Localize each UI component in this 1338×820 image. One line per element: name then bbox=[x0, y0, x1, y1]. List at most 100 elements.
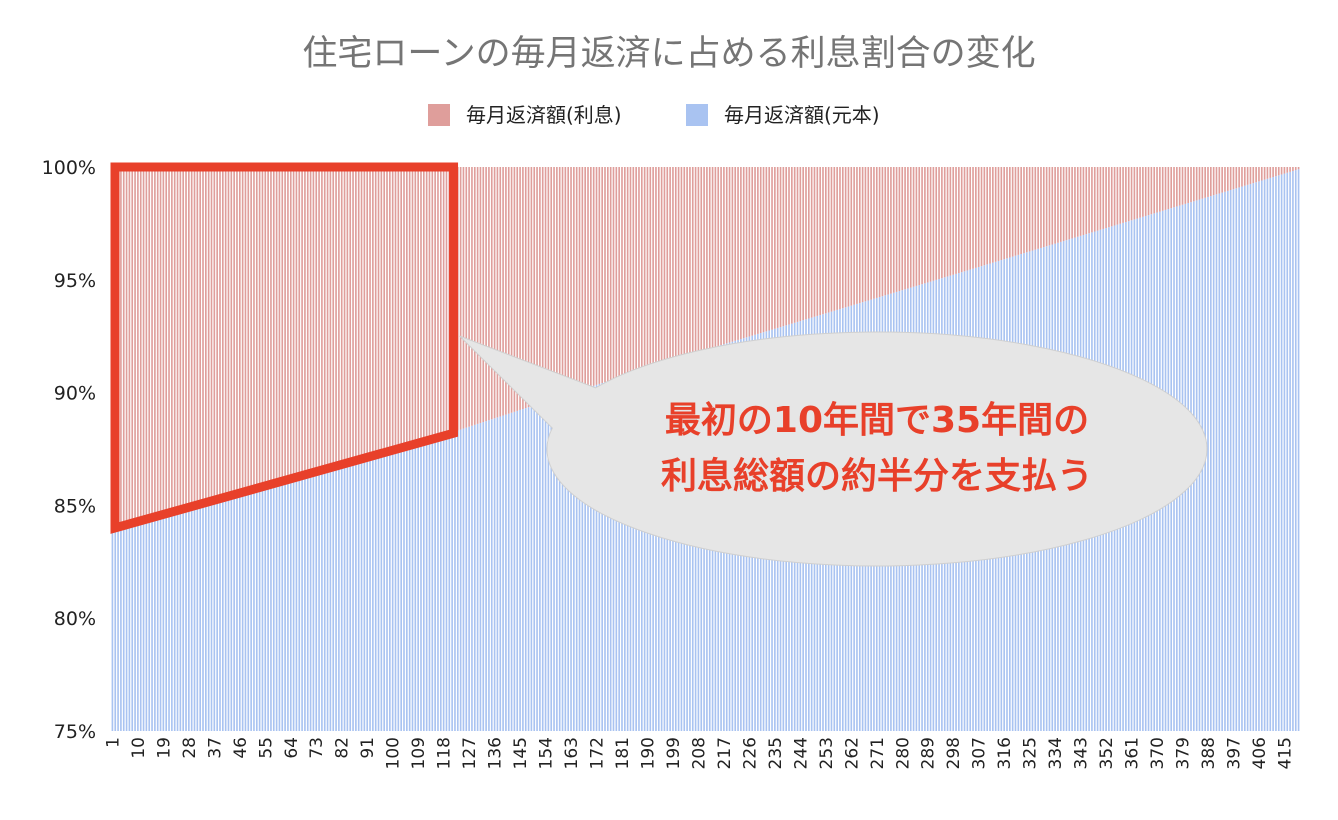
bar-interest bbox=[649, 167, 652, 368]
bar-interest bbox=[629, 167, 632, 374]
bar-principal bbox=[680, 357, 683, 731]
bar-interest bbox=[238, 167, 241, 493]
bar-interest bbox=[267, 167, 269, 485]
bar-interest bbox=[836, 167, 838, 310]
bar-interest bbox=[1252, 167, 1255, 184]
bar-interest bbox=[1226, 167, 1229, 191]
bar-principal bbox=[669, 360, 671, 731]
bar-principal bbox=[522, 409, 524, 731]
bar-principal bbox=[530, 406, 533, 731]
bar-principal bbox=[428, 438, 431, 731]
bar-interest bbox=[471, 167, 473, 426]
bar-principal bbox=[247, 489, 250, 731]
bar-interest bbox=[1170, 167, 1173, 209]
bar-interest bbox=[604, 167, 606, 383]
bar-principal bbox=[646, 368, 649, 731]
bar-interest bbox=[315, 167, 318, 471]
bar-principal bbox=[564, 395, 567, 731]
bar-interest bbox=[369, 167, 371, 456]
x-tick-label: 289 bbox=[919, 737, 939, 769]
bar-interest bbox=[901, 167, 904, 291]
bar-interest bbox=[190, 167, 193, 506]
bar-principal bbox=[471, 425, 473, 731]
bar-principal bbox=[1258, 181, 1260, 731]
bar-interest bbox=[827, 167, 830, 313]
bar-principal bbox=[326, 467, 329, 731]
bar-interest bbox=[173, 167, 176, 511]
bar-interest bbox=[159, 167, 162, 515]
bar-principal bbox=[1210, 196, 1212, 731]
legend-label-interest: 毎月返済額(利息) bbox=[466, 103, 622, 127]
bar-interest bbox=[1280, 167, 1283, 175]
bar-principal bbox=[493, 418, 496, 731]
bar-principal bbox=[660, 363, 663, 731]
bar-interest bbox=[768, 167, 771, 331]
bar-interest bbox=[151, 167, 153, 517]
bar-principal bbox=[434, 437, 436, 731]
bar-principal bbox=[590, 386, 592, 731]
bar-interest bbox=[776, 167, 779, 328]
bar-interest bbox=[805, 167, 807, 320]
bar-principal bbox=[372, 454, 374, 731]
bar-principal bbox=[527, 407, 530, 731]
bar-interest bbox=[969, 167, 972, 270]
callout-line-1: 最初の10年間で35年間の bbox=[665, 400, 1089, 441]
bar-interest bbox=[437, 167, 439, 437]
bar-principal bbox=[465, 427, 468, 731]
bar-interest bbox=[734, 167, 737, 341]
bar-principal bbox=[1218, 193, 1221, 731]
bar-interest bbox=[527, 167, 530, 408]
bar-interest bbox=[499, 167, 502, 417]
bar-principal bbox=[1277, 175, 1280, 732]
callout: 最初の10年間で35年間の 利息総額の約半分を支払う bbox=[459, 331, 1208, 567]
bar-interest bbox=[553, 167, 555, 399]
bar-interest bbox=[258, 167, 261, 487]
bar-interest bbox=[929, 167, 932, 282]
bar-principal bbox=[437, 436, 439, 731]
bar-interest bbox=[488, 167, 490, 421]
bar-principal bbox=[451, 432, 453, 731]
x-tick-label: 379 bbox=[1174, 737, 1194, 769]
bar-interest bbox=[139, 167, 142, 520]
bar-principal bbox=[1226, 190, 1229, 732]
bar-principal bbox=[233, 493, 235, 731]
bar-principal bbox=[541, 402, 544, 731]
bar-interest bbox=[312, 167, 315, 472]
bar-interest bbox=[1269, 167, 1272, 178]
bar-principal bbox=[505, 414, 507, 731]
bar-interest bbox=[632, 167, 635, 373]
bar-interest bbox=[762, 167, 765, 333]
bar-interest bbox=[309, 167, 312, 473]
bar-interest bbox=[714, 167, 717, 347]
bar-interest bbox=[561, 167, 564, 396]
bar-interest bbox=[1110, 167, 1113, 227]
x-tick-label: 118 bbox=[435, 737, 455, 769]
bar-interest bbox=[952, 167, 955, 275]
bar-interest bbox=[686, 167, 688, 356]
bar-interest bbox=[946, 167, 949, 277]
bar-principal bbox=[185, 507, 187, 731]
bar-interest bbox=[196, 167, 199, 505]
bar-interest bbox=[573, 167, 575, 393]
bar-interest bbox=[272, 167, 275, 483]
bar-interest bbox=[955, 167, 957, 274]
bar-interest bbox=[459, 167, 462, 430]
bar-interest bbox=[1091, 167, 1093, 233]
bar-principal bbox=[524, 408, 527, 731]
bar-principal bbox=[120, 525, 122, 731]
bar-interest bbox=[587, 167, 589, 388]
bar-interest bbox=[759, 167, 762, 334]
bar-interest bbox=[564, 167, 567, 396]
x-tick-label: 325 bbox=[1021, 737, 1041, 769]
bar-principal bbox=[439, 435, 442, 731]
x-tick-label: 199 bbox=[664, 737, 684, 769]
bar-interest bbox=[386, 167, 388, 451]
bar-interest bbox=[434, 167, 436, 438]
bar-principal bbox=[261, 485, 264, 731]
legend-swatch-interest bbox=[428, 104, 450, 126]
bar-principal bbox=[400, 446, 402, 731]
bar-interest bbox=[154, 167, 156, 517]
bar-principal bbox=[236, 492, 238, 731]
bar-principal bbox=[148, 517, 151, 731]
bar-principal bbox=[165, 512, 168, 731]
